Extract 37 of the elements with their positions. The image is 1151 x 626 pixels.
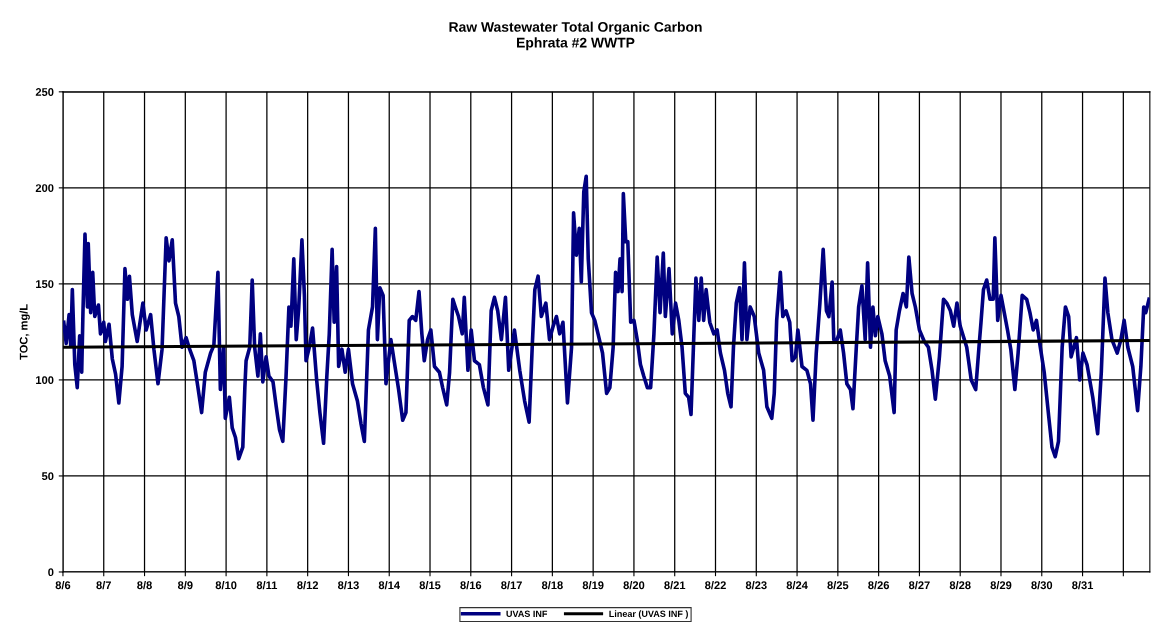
x-tick-label: 8/8 [137,581,152,590]
x-tick-label: 8/7 [96,581,111,590]
x-tick-label: 8/28 [949,581,971,590]
y-tick-label: 200 [35,184,54,192]
x-tick-label: 8/26 [868,581,890,590]
x-tick-label: 8/13 [337,581,359,590]
x-tick-label: 8/20 [623,581,645,590]
x-tick-label: 8/27 [908,581,930,590]
chart-subtitle: Ephrata #2 WWTP [517,37,635,51]
y-tick-label: 100 [36,376,54,385]
x-tick-label: 8/22 [705,581,726,590]
chart-title: Raw Wastewater Total Organic Carbon [449,21,702,35]
legend-label: Linear (UVAS INF ) [609,610,688,619]
x-tick-label: 8/23 [745,581,767,590]
x-tick-label: 8/29 [990,581,1012,590]
x-tick-label: 8/25 [827,581,849,590]
x-tick-label: 8/12 [297,581,319,590]
x-tick-label: 8/15 [419,581,441,590]
x-tick-label: 8/10 [215,581,237,590]
x-tick-label: 8/19 [582,581,604,590]
x-tick-label: 8/9 [177,581,193,590]
x-tick-label: 8/11 [256,581,278,590]
y-tick-label: 250 [35,88,54,96]
x-tick-label: 8/17 [501,581,522,590]
y-axis-title: TOC, mg/L [19,304,30,360]
x-tick-label: 8/31 [1072,581,1094,590]
legend-label: UVAS INF [506,610,548,617]
y-tick-label: 0 [48,568,54,577]
x-tick-label: 8/16 [460,581,482,590]
x-tick-label: 8/21 [664,581,686,590]
x-tick-label: 8/14 [378,581,400,590]
x-tick-label: 8/6 [55,581,71,590]
x-tick-label: 8/30 [1031,581,1053,590]
x-tick-label: 8/18 [541,581,563,590]
y-tick-label: 150 [36,280,54,289]
x-tick-label: 8/24 [786,581,808,590]
y-tick-label: 50 [41,472,54,481]
